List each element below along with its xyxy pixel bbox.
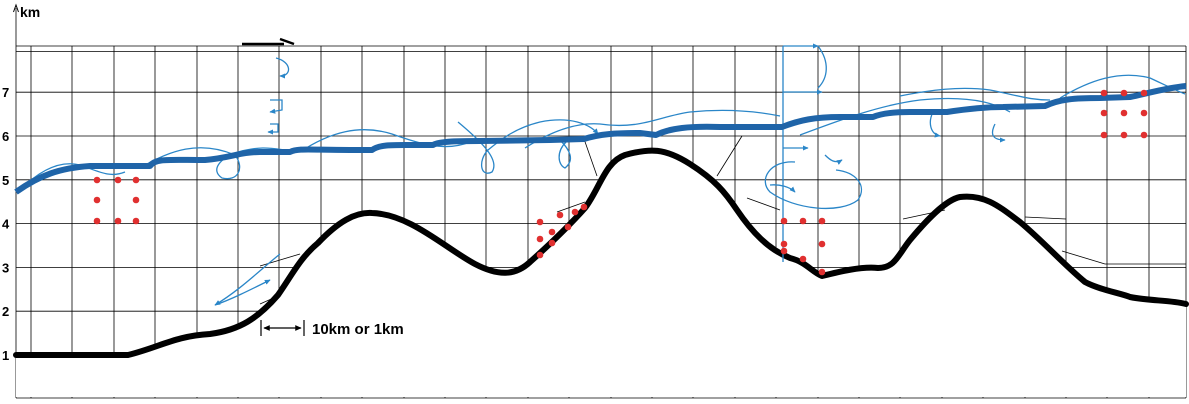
red-point-marker (1120, 131, 1128, 139)
red-point-marker (780, 247, 788, 255)
red-point-marker (571, 208, 579, 216)
red-point-marker (114, 217, 122, 225)
red-point-marker (548, 239, 556, 247)
red-point-marker (536, 251, 544, 259)
red-point-marker (818, 268, 826, 276)
flow-curve (139, 147, 286, 180)
scale-label: 10km or 1km (312, 321, 404, 338)
red-point-marker (556, 211, 564, 219)
red-point-marker (536, 218, 544, 226)
red-point-marker (93, 176, 101, 184)
red-point-marker (1140, 89, 1148, 97)
red-point-marker (1120, 89, 1128, 97)
curl-arrow-icon (824, 154, 843, 165)
curl-arrow-icon (769, 184, 796, 193)
arrowhead (279, 37, 295, 46)
red-point-marker (1100, 109, 1108, 117)
red-point-marker (818, 240, 826, 248)
swirl-arrow-icon (267, 123, 279, 135)
y-axis-unit: km (20, 4, 40, 20)
red-point-marker (780, 240, 788, 248)
flow-curve (817, 45, 827, 89)
red-point-marker (132, 176, 140, 184)
red-point-marker (1100, 89, 1108, 97)
swirl-arrow-icon (269, 99, 283, 114)
flow-lines (19, 74, 1186, 306)
terrain-profile (13, 147, 1189, 358)
flow-curve (214, 279, 271, 306)
terrain-fill (16, 150, 1186, 397)
y-tick-labels: 1 2 3 4 5 6 7 (2, 85, 10, 363)
y-tick-label: 2 (2, 304, 9, 319)
y-tick-label: 6 (2, 129, 9, 144)
red-point-marker (93, 217, 101, 225)
vortex-loop (764, 161, 863, 210)
up-arrow-icon (13, 3, 19, 13)
red-point-marker (799, 255, 807, 263)
curl-arrow-icon (929, 111, 941, 138)
red-point-marker (1100, 131, 1108, 139)
flow-curve (899, 87, 1051, 101)
red-point-marker (818, 217, 826, 225)
red-point-marker (580, 203, 588, 211)
red-point-marker (780, 217, 788, 225)
flow-curve (524, 109, 781, 149)
y-tick-label: 4 (2, 217, 10, 232)
red-point-marker (93, 196, 101, 204)
red-point-markers (93, 89, 1148, 276)
red-point-marker (1120, 109, 1128, 117)
red-point-marker (536, 235, 544, 243)
red-point-marker (564, 223, 572, 231)
y-tick-label: 3 (2, 260, 9, 275)
upper-profile-line (14, 83, 1187, 195)
y-tick-label: 7 (2, 85, 9, 100)
swirl-arrow-icon (275, 57, 290, 79)
red-point-marker (114, 176, 122, 184)
flow-curve (558, 139, 572, 169)
flow-curve (799, 97, 1011, 136)
red-point-marker (132, 217, 140, 225)
red-point-marker (548, 228, 556, 236)
red-point-marker (1140, 131, 1148, 139)
y-tick-label: 5 (2, 173, 9, 188)
flow-arrows (267, 43, 1006, 262)
y-tick-label: 1 (2, 348, 9, 363)
curl-arrow-icon (991, 123, 1006, 143)
flow-curve (457, 119, 599, 174)
red-point-marker (132, 196, 140, 204)
flow-curve (299, 129, 471, 153)
red-point-marker (1140, 109, 1148, 117)
connector-lines (259, 135, 1186, 305)
red-point-marker (799, 217, 807, 225)
flow-curve (214, 253, 281, 306)
